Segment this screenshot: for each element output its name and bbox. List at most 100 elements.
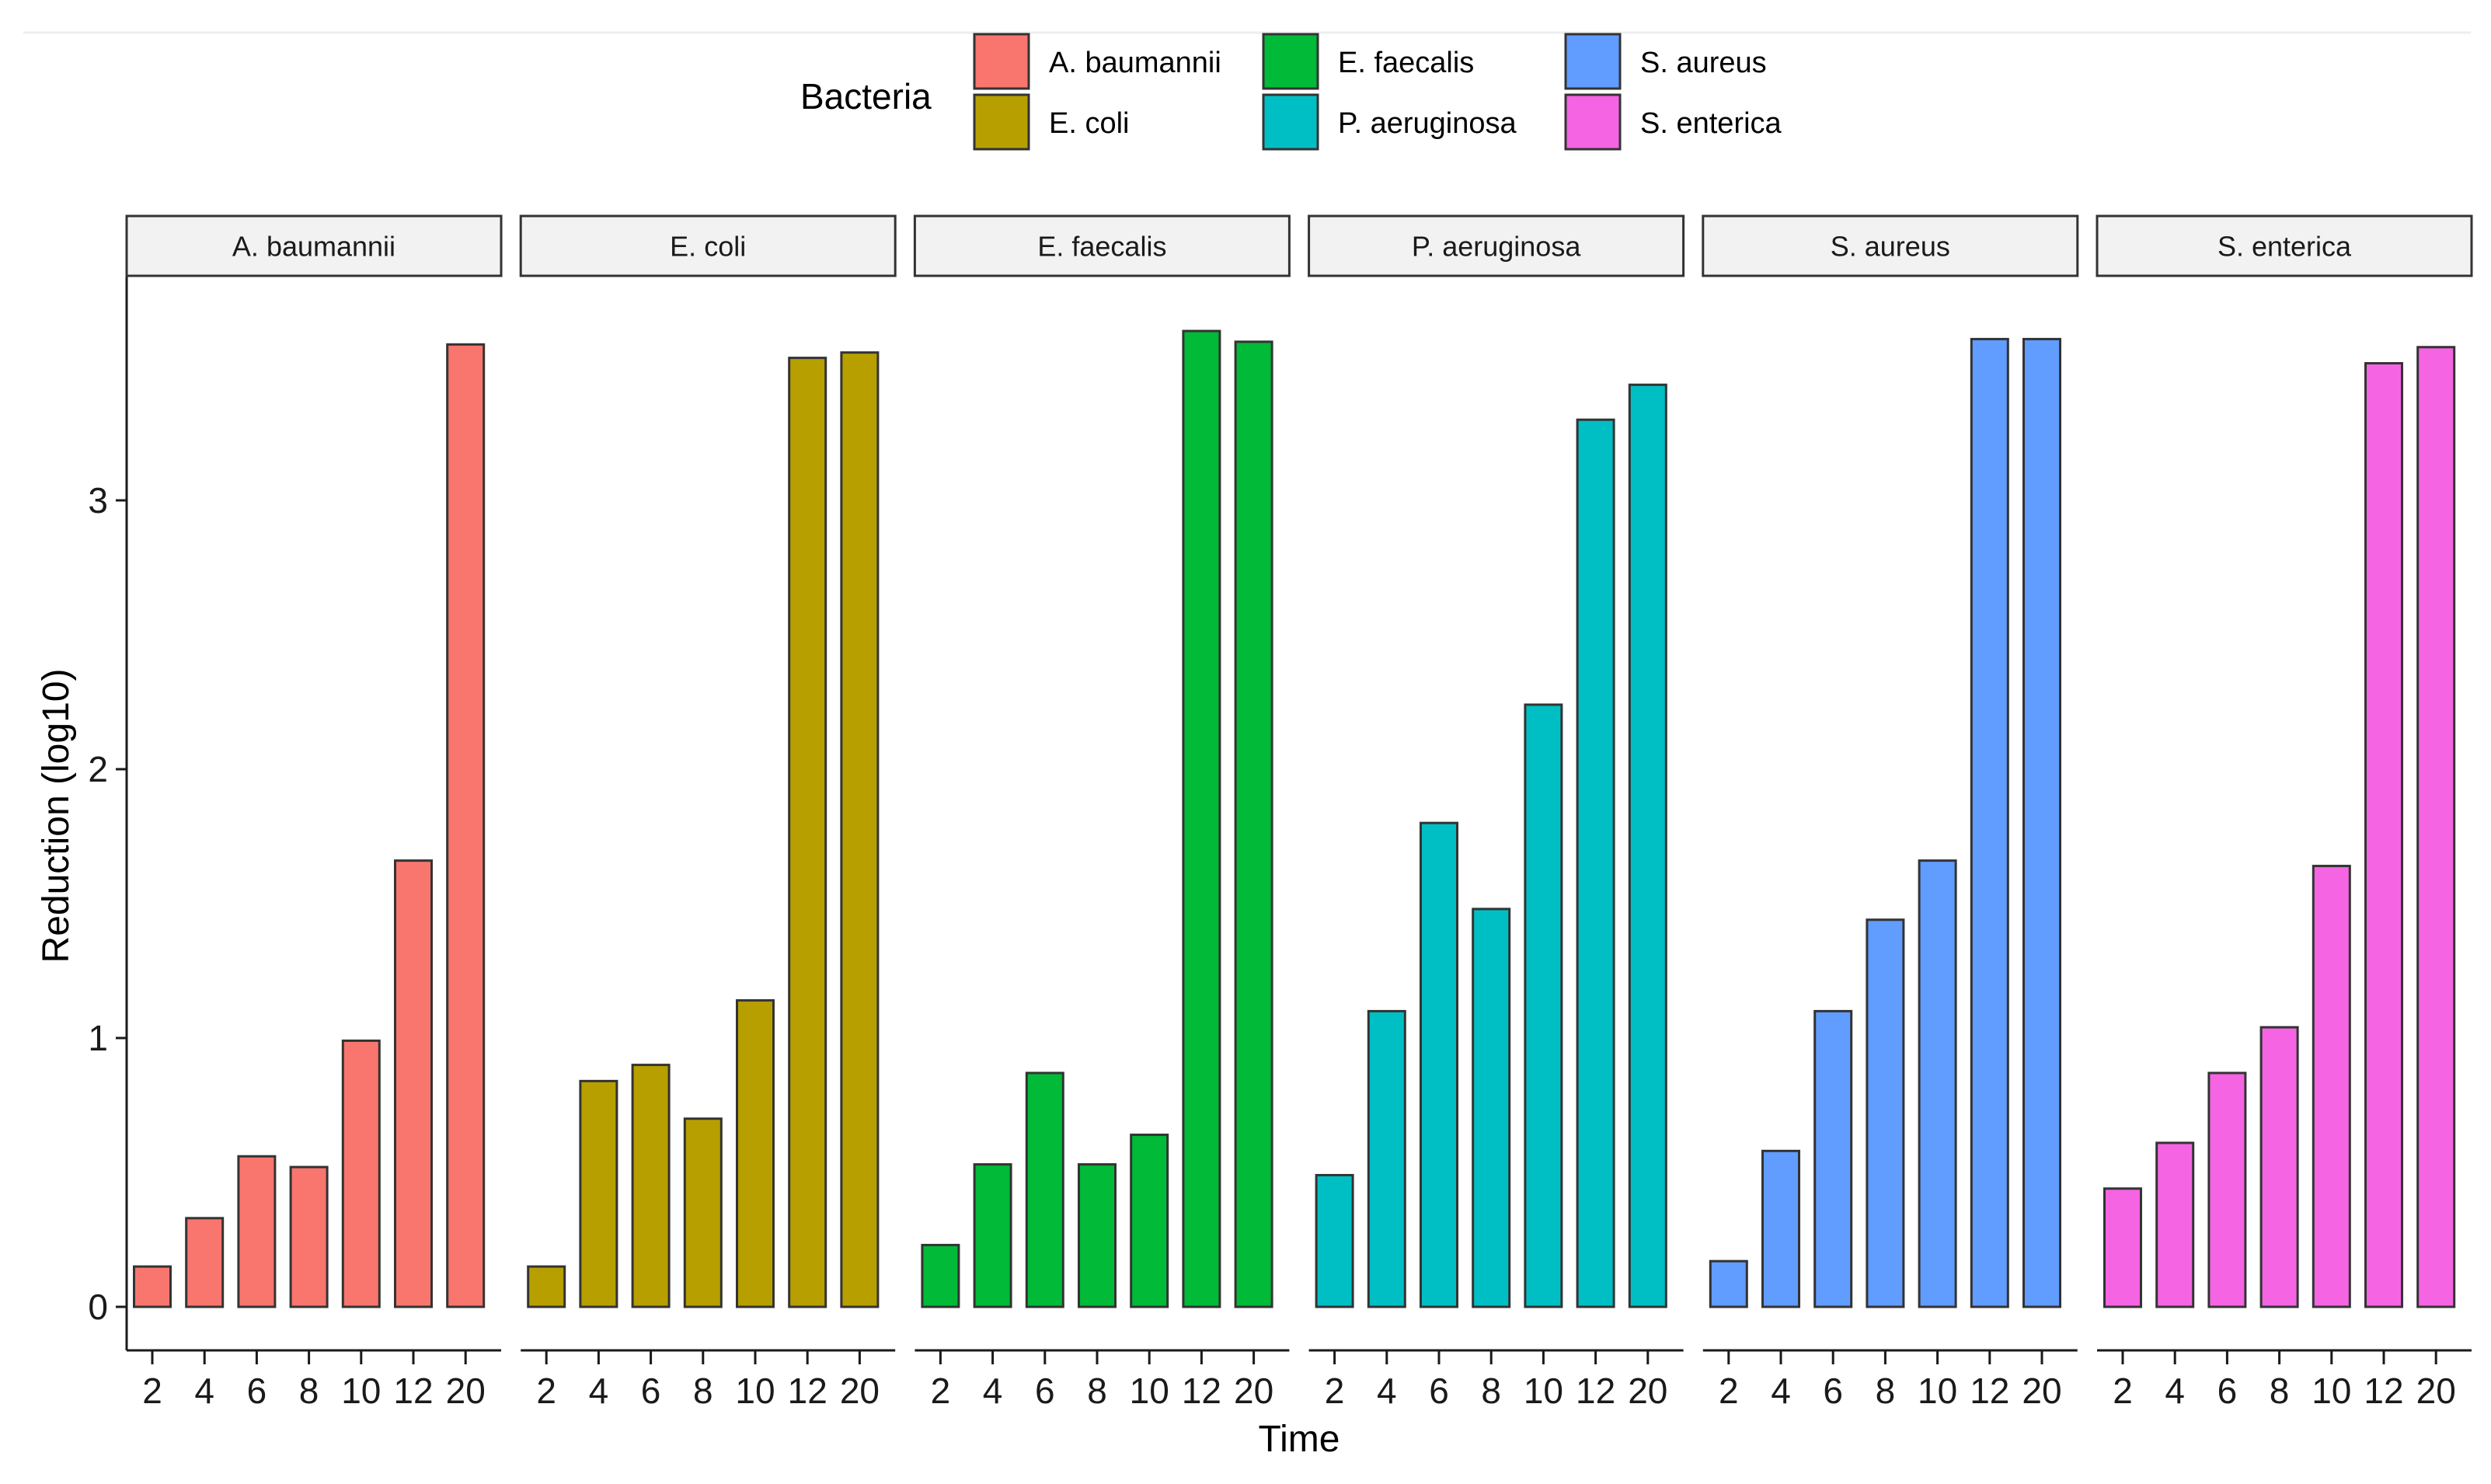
facet-strip-label: S. enterica [2218,231,2352,263]
bar [579,1079,618,1308]
x-tick-label: 10 [735,1371,775,1411]
legend-key [1262,93,1319,151]
facet-p-aeruginosa: P. aeruginosa 2 4 6 8 10 12 20 [1308,214,1685,1411]
x-tick-label: 8 [1087,1371,1107,1411]
y-tick-label: 1 [88,1018,108,1058]
bar [1524,703,1563,1308]
facet-e-faecalis: E. faecalis 2 4 6 8 10 12 20 [913,214,1291,1411]
x-tick-label: 6 [2218,1371,2238,1411]
x-tick-label: 8 [693,1371,713,1411]
x-tick-label: 20 [1234,1371,1273,1411]
legend-label: P. aeruginosa [1338,107,1517,140]
legend-item-s-enterica: S. enterica [1564,93,1782,151]
bar [973,1163,1012,1308]
bar [1970,337,2009,1308]
bar [1315,1173,1354,1308]
x-tick-label: 10 [341,1371,381,1411]
legend-key [1262,33,1319,90]
bar [1709,1259,1748,1308]
x-tick-label: 2 [536,1371,556,1411]
bar [133,1265,172,1308]
bar [1234,340,1273,1308]
facet-strip-label: S. aureus [1831,231,1950,263]
bar [1182,329,1221,1308]
bar [1813,1009,1853,1308]
legend-label: S. aureus [1640,47,1767,79]
legend-label: S. enterica [1640,107,1782,140]
bar [921,1243,960,1308]
bar [237,1155,277,1308]
x-tick-label: 8 [1876,1371,1896,1411]
x-tick-label: 12 [1182,1371,1221,1411]
x-tick-label: 6 [1429,1371,1449,1411]
legend-item-p-aeruginosa: P. aeruginosa [1262,93,1517,151]
bar [1918,859,1957,1308]
x-tick-label: 6 [641,1371,661,1411]
facet-strip-label: E. faecalis [1037,231,1166,263]
x-tick-label: 4 [983,1371,1003,1411]
x-tick-label: 10 [1130,1371,1169,1411]
y-tick-label: 2 [88,749,108,789]
x-tick-label: 2 [1719,1371,1739,1411]
legend-item-a-baumannii: A. baumannii [973,33,1221,90]
bar [1367,1009,1406,1308]
legend-label: E. coli [1049,107,1129,140]
bar [2207,1071,2247,1308]
legend-title: Bacteria [800,76,932,117]
x-tick-label: 20 [1628,1371,1667,1411]
x-tick-label: 6 [1823,1371,1843,1411]
bar [2312,865,2351,1308]
x-tick-label: 2 [142,1371,162,1411]
legend-label: A. baumannii [1049,47,1221,79]
bar [1472,907,1511,1308]
bar [1420,821,1458,1308]
bar [2022,337,2061,1308]
legend-key [1564,93,1622,151]
bar [185,1217,225,1308]
legend-item-s-aureus: S. aureus [1564,33,1767,90]
x-tick-label: 2 [2113,1371,2133,1411]
bar [289,1165,329,1308]
y-tick-label: 0 [88,1287,108,1327]
bar [2416,346,2456,1308]
facet-s-aureus: S. aureus 2 4 6 8 10 12 20 [1702,214,2079,1411]
x-tick-label: 4 [194,1371,214,1411]
x-tick-label: 20 [2022,1371,2061,1411]
x-tick-label: 20 [2416,1371,2456,1411]
bar [2259,1026,2299,1308]
bar [394,859,433,1308]
y-tick-label: 3 [88,480,108,521]
bar [2103,1187,2142,1308]
facet-strip [2096,214,2473,277]
facet-a-baumannii: A. baumannii 2 4 6 8 10 12 20 [125,214,503,1411]
legend-item-e-faecalis: E. faecalis [1262,33,1474,90]
bar [1866,918,1905,1308]
bar [1025,1071,1064,1308]
x-tick-label: 4 [2165,1371,2185,1411]
x-tick-label: 12 [1970,1371,2009,1411]
legend-item-e-coli: E. coli [973,93,1129,151]
bar [683,1117,723,1308]
legend: Bacteria A. baumannii E. coli E. faecalis P… [800,33,1782,151]
y-axis: Reduction (log10) 0 1 2 3 [36,276,128,1350]
x-tick-label: 20 [840,1371,880,1411]
facet-strip [913,214,1291,277]
x-tick-label: 4 [1377,1371,1397,1411]
bar [1761,1149,1800,1308]
legend-key [973,93,1030,151]
bar [631,1064,671,1308]
bar [527,1265,566,1308]
x-tick-label: 4 [1771,1371,1791,1411]
y-axis-title: Reduction (log10) [36,669,77,963]
x-tick-label: 6 [1035,1371,1055,1411]
x-tick-label: 8 [2270,1371,2290,1411]
bar [1130,1134,1169,1308]
facet-strip-label: P. aeruginosa [1412,231,1581,263]
bar [341,1039,381,1308]
legend-key [973,33,1030,90]
x-tick-label: 10 [2312,1371,2351,1411]
x-tick-label: 10 [1524,1371,1563,1411]
x-axis-title: Time [1259,1419,1340,1460]
